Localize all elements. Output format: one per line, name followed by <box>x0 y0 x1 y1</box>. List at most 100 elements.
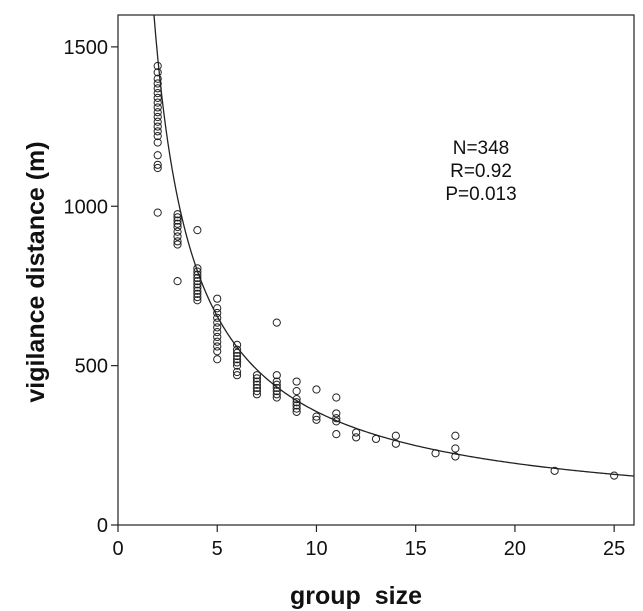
data-point <box>312 385 321 394</box>
data-point <box>153 68 162 77</box>
x-tick-label: 0 <box>112 538 123 560</box>
data-point <box>193 226 202 235</box>
data-point <box>213 318 222 327</box>
data-point <box>252 377 262 386</box>
data-point <box>431 449 440 458</box>
data-point <box>272 371 281 380</box>
data-point <box>213 355 222 364</box>
data-point <box>252 383 262 393</box>
data-point <box>252 390 262 399</box>
data-point <box>232 355 242 364</box>
data-point <box>153 93 162 102</box>
data-point <box>252 371 262 380</box>
data-point <box>292 387 301 396</box>
data-point <box>451 431 460 440</box>
data-point <box>153 117 162 126</box>
data-point <box>292 398 301 407</box>
data-point <box>332 430 341 439</box>
data-point <box>292 404 301 413</box>
data-point <box>173 216 182 225</box>
y-axis-ticks: 0 500 1000 1500 <box>64 37 118 537</box>
data-point <box>173 227 182 236</box>
data-point <box>292 407 301 416</box>
data-point <box>232 345 242 354</box>
data-point <box>451 444 460 453</box>
data-point <box>272 393 281 402</box>
x-tick-label: 15 <box>405 538 427 560</box>
y-axis-title: vigilance distance (m) <box>22 141 50 402</box>
data-point <box>193 277 202 286</box>
data-point <box>153 208 162 217</box>
annotation-r: R=0.92 <box>450 161 512 182</box>
x-axis-title: group size <box>290 582 422 610</box>
data-point <box>153 98 162 107</box>
data-point <box>193 292 202 302</box>
data-point <box>153 112 162 122</box>
data-point <box>213 308 222 318</box>
data-point <box>173 232 182 241</box>
data-point <box>352 433 361 442</box>
data-point <box>193 264 202 273</box>
data-point <box>213 332 222 342</box>
data-point <box>371 434 381 444</box>
data-point <box>153 132 162 141</box>
data-point <box>213 313 222 322</box>
data-point <box>332 417 341 426</box>
data-point <box>153 108 162 117</box>
data-point <box>272 390 281 399</box>
data-point <box>153 103 162 112</box>
data-point <box>332 414 341 423</box>
data-point <box>153 84 162 93</box>
data-point <box>153 61 162 71</box>
data-points <box>153 61 619 480</box>
data-point <box>292 377 301 386</box>
data-point <box>173 219 182 228</box>
data-point <box>213 337 222 346</box>
data-point <box>213 342 222 351</box>
x-tick-label: 25 <box>603 538 625 560</box>
data-point <box>193 273 202 283</box>
data-point <box>193 280 202 289</box>
data-point <box>232 358 242 367</box>
data-point <box>550 466 559 475</box>
data-point <box>213 347 222 356</box>
data-point <box>153 88 162 98</box>
data-point <box>213 328 222 337</box>
data-point <box>272 318 281 327</box>
data-point <box>272 380 281 389</box>
data-point <box>312 415 321 424</box>
fit-curve <box>153 15 634 477</box>
data-point <box>232 367 242 377</box>
y-tick-label: 1500 <box>64 37 109 59</box>
data-point <box>153 122 162 131</box>
data-point <box>193 270 202 279</box>
data-point <box>173 213 182 222</box>
data-point <box>272 377 281 386</box>
y-tick-label: 0 <box>97 515 108 537</box>
data-point <box>153 79 162 88</box>
data-point <box>272 387 281 396</box>
data-point <box>232 340 242 350</box>
data-point <box>451 452 460 461</box>
data-point <box>193 267 202 276</box>
data-point <box>193 286 202 295</box>
data-point <box>153 151 162 160</box>
data-point <box>153 163 162 173</box>
data-point <box>213 294 222 303</box>
x-tick-label: 10 <box>305 538 327 560</box>
x-tick-label: 5 <box>212 538 223 560</box>
data-point <box>391 439 400 448</box>
data-point <box>213 323 222 332</box>
annotation-n: N=348 <box>453 138 510 159</box>
data-point <box>312 412 321 421</box>
data-point <box>272 383 281 393</box>
y-tick-label: 500 <box>75 356 108 378</box>
annotation-p: P=0.013 <box>445 184 516 205</box>
data-point <box>173 222 182 232</box>
data-point <box>153 127 162 136</box>
data-point <box>173 240 182 249</box>
data-point <box>332 409 341 418</box>
data-point <box>232 361 242 370</box>
data-point <box>173 277 182 286</box>
y-tick-label: 1000 <box>64 196 109 218</box>
